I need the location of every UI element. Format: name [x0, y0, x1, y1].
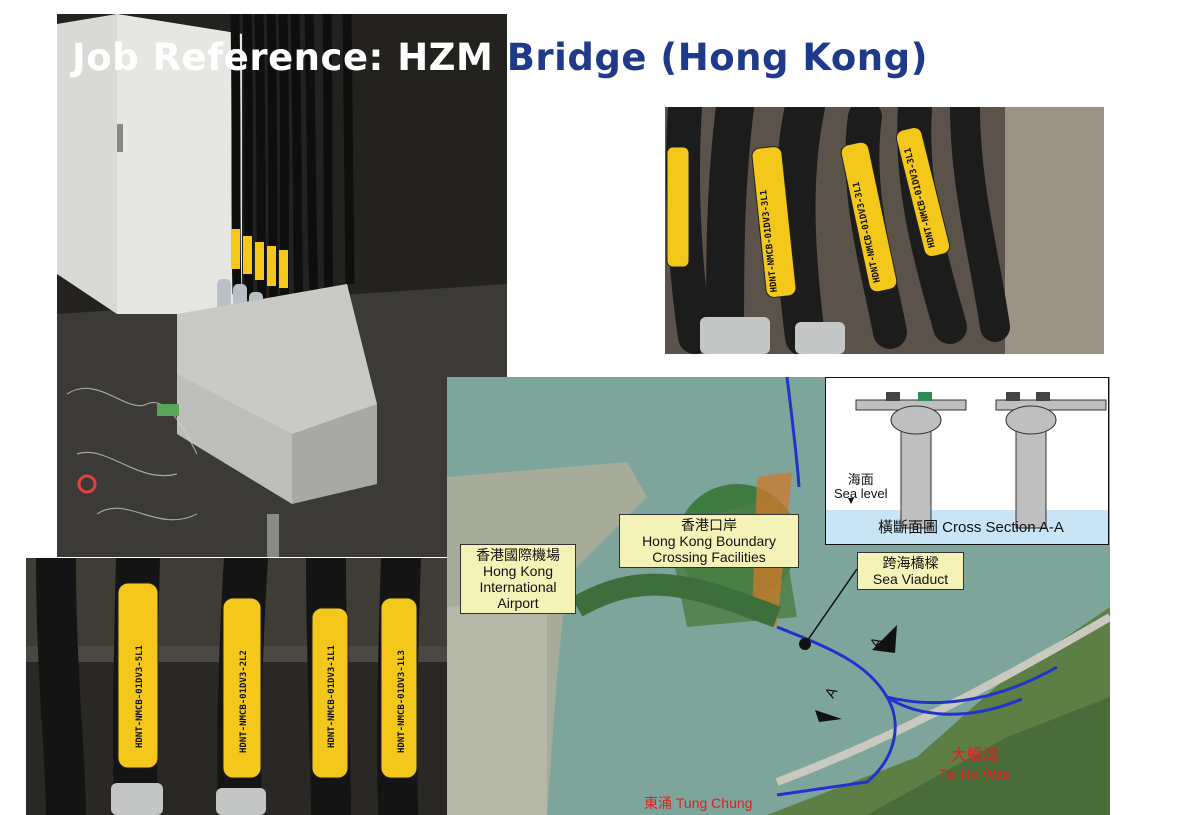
boundary-en-1: Hong Kong Boundary: [642, 533, 776, 549]
cross-section-caption: 橫斷面圖 Cross Section A-A: [878, 519, 1064, 536]
label-boundary-crossing: 香港口岸 Hong Kong Boundary Crossing Facilit…: [619, 514, 799, 568]
tag-text-4: HDNT-NMCB-01DV3-5L1: [135, 645, 145, 748]
viaduct-zh: 跨海橋樑: [882, 555, 939, 571]
viaduct-en: Sea Viaduct: [872, 571, 949, 587]
tag-text-5: HDNT-NMCB-01DV3-2L2: [239, 650, 249, 753]
airport-en-3: Airport: [497, 595, 539, 611]
map-hzm-bridge: 海面 Sea level 橫斷面圖 Cross Section A-A 香港國際…: [447, 377, 1110, 815]
boundary-en-2: Crossing Facilities: [652, 549, 766, 565]
airport-en-1: Hong Kong: [482, 563, 554, 579]
airport-zh: 香港國際機場: [476, 547, 560, 563]
tai-ho-wan-en: Tai Ho Wan: [939, 766, 1011, 782]
airport-en-2: International: [479, 579, 557, 595]
page-title: Job Reference: HZM Bridge (Hong Kong): [72, 36, 928, 79]
photo-panel-cables: [57, 14, 507, 557]
sea-level-zh: 海面: [847, 472, 874, 487]
label-tung-chung: 東涌 Tung Chung: [644, 793, 752, 813]
tag-text-7: HDNT-NMCB-01DV3-1L3: [397, 650, 407, 753]
tung-chung-zh: 東涌: [644, 795, 672, 811]
label-airport: 香港國際機場 Hong Kong International Airport: [460, 544, 576, 614]
photo-cable-tags-bottom: HDNT-NMCB-01DV3-5L1 HDNT-NMCB-01DV3-2L2 …: [26, 558, 447, 815]
sea-level-en: Sea level: [834, 486, 888, 501]
tag-text-6: HDNT-NMCB-01DV3-1L1: [327, 645, 337, 748]
title-part-2: Bridge (Hong Kong): [506, 36, 928, 79]
label-sea-viaduct: 跨海橋樑 Sea Viaduct: [857, 552, 964, 590]
tai-ho-wan-zh: 大蠔灣: [950, 747, 999, 764]
cross-section-inset: 海面 Sea level 橫斷面圖 Cross Section A-A: [825, 377, 1109, 545]
tung-chung-en: Tung Chung: [675, 795, 753, 811]
title-part-1: Job Reference: HZM: [72, 36, 494, 79]
boundary-zh: 香港口岸: [681, 517, 737, 533]
label-tai-ho-wan: 大蠔灣 Tai Ho Wan: [939, 747, 1011, 783]
photo-cable-tags: HDNT-NMCB-01DV3-3L1 HDNT-NMCB-01DV3-3L1 …: [665, 107, 1104, 354]
